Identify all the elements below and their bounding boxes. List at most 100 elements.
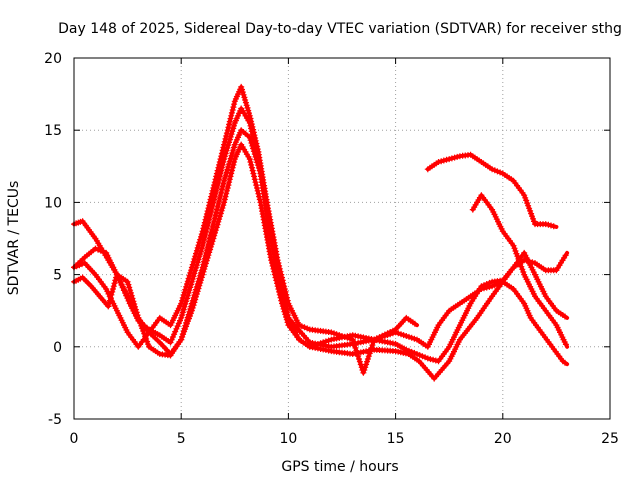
data-point-marker bbox=[226, 158, 233, 165]
data-point-marker bbox=[275, 260, 282, 266]
data-point-marker bbox=[328, 329, 335, 336]
data-point-marker bbox=[284, 297, 291, 304]
data-point-marker bbox=[362, 364, 369, 371]
data-point-marker bbox=[226, 176, 233, 183]
data-point-marker bbox=[219, 205, 226, 211]
data-point-marker bbox=[196, 239, 203, 246]
data-point-marker bbox=[213, 173, 220, 180]
data-point-marker bbox=[212, 212, 219, 219]
data-point-marker bbox=[197, 279, 204, 286]
data-point-marker bbox=[140, 328, 147, 334]
data-point-marker bbox=[203, 211, 210, 217]
data-point-marker bbox=[218, 186, 225, 193]
data-point-marker bbox=[187, 269, 194, 276]
data-point-marker bbox=[134, 312, 141, 319]
data-point-marker bbox=[218, 150, 225, 157]
data-point-marker bbox=[172, 328, 179, 335]
data-point-marker bbox=[251, 132, 258, 139]
data-point-marker bbox=[216, 198, 223, 204]
data-point-marker bbox=[256, 193, 263, 200]
data-point-marker bbox=[174, 323, 181, 330]
data-point-marker bbox=[227, 133, 234, 140]
data-point-marker bbox=[430, 356, 437, 363]
data-point-marker bbox=[201, 266, 208, 272]
data-point-marker bbox=[79, 261, 85, 268]
data-point-marker bbox=[254, 185, 260, 191]
data-point-marker bbox=[274, 283, 281, 290]
data-point-marker bbox=[252, 137, 259, 144]
data-point-marker bbox=[188, 264, 195, 271]
data-point-marker bbox=[193, 293, 199, 300]
data-point-marker bbox=[167, 339, 174, 346]
y-tick-label: 10 bbox=[44, 195, 62, 211]
data-point-marker bbox=[178, 314, 185, 321]
data-point-marker bbox=[279, 303, 286, 310]
data-point-marker bbox=[376, 334, 383, 341]
data-point-marker bbox=[481, 285, 487, 292]
data-point-marker bbox=[440, 157, 447, 164]
data-point-marker bbox=[250, 126, 257, 133]
data-point-marker bbox=[179, 297, 185, 304]
data-point-marker bbox=[224, 185, 231, 191]
series-track-6 bbox=[469, 192, 570, 349]
data-point-marker bbox=[215, 200, 222, 207]
data-point-marker bbox=[173, 325, 180, 332]
data-point-marker bbox=[198, 231, 205, 238]
data-point-marker bbox=[353, 347, 360, 354]
data-point-marker bbox=[274, 257, 281, 264]
data-point-marker bbox=[276, 265, 283, 272]
data-point-marker bbox=[403, 346, 410, 353]
data-point-marker bbox=[230, 161, 237, 168]
data-point-marker bbox=[272, 274, 279, 281]
data-point-marker bbox=[215, 164, 222, 171]
data-point-marker bbox=[395, 330, 402, 337]
chart-title: Day 148 of 2025, Sidereal Day-to-day VTE… bbox=[58, 21, 622, 37]
data-point-marker bbox=[204, 254, 211, 261]
data-point-marker bbox=[212, 176, 219, 183]
data-point-marker bbox=[131, 301, 138, 307]
data-point-marker bbox=[312, 342, 319, 348]
data-point-marker bbox=[130, 298, 137, 305]
data-point-marker bbox=[217, 210, 224, 217]
data-point-marker bbox=[221, 199, 228, 206]
data-point-marker bbox=[201, 219, 208, 226]
data-point-marker bbox=[190, 258, 197, 265]
data-point-marker bbox=[224, 166, 231, 173]
data-point-marker bbox=[124, 278, 131, 285]
data-point-marker bbox=[274, 280, 280, 287]
data-point-marker bbox=[187, 313, 193, 319]
data-point-marker bbox=[254, 187, 261, 194]
data-point-marker bbox=[194, 244, 201, 251]
data-point-marker bbox=[339, 333, 345, 339]
data-point-marker bbox=[279, 300, 285, 307]
data-point-marker bbox=[192, 253, 199, 260]
data-point-marker bbox=[427, 356, 434, 363]
data-point-marker bbox=[128, 292, 135, 299]
data-point-marker bbox=[100, 248, 107, 255]
data-point-marker bbox=[443, 156, 450, 163]
data-point-marker bbox=[199, 228, 206, 235]
data-point-marker bbox=[280, 280, 287, 287]
data-point-marker bbox=[298, 323, 305, 330]
data-point-marker bbox=[218, 189, 225, 196]
data-point-marker bbox=[414, 351, 420, 357]
data-point-marker bbox=[228, 170, 235, 177]
data-point-marker bbox=[207, 243, 214, 250]
data-point-marker bbox=[225, 163, 232, 170]
data-point-marker bbox=[220, 144, 227, 151]
series-track-3 bbox=[71, 141, 419, 359]
data-point-marker bbox=[249, 167, 256, 174]
data-point-marker bbox=[132, 306, 139, 313]
data-point-marker bbox=[110, 286, 116, 292]
data-point-marker bbox=[136, 317, 143, 324]
data-point-marker bbox=[229, 107, 236, 113]
data-point-marker bbox=[279, 277, 286, 284]
data-point-marker bbox=[392, 329, 399, 336]
y-tick-label: 15 bbox=[44, 123, 62, 139]
data-point-marker bbox=[365, 353, 372, 360]
data-point-marker bbox=[284, 294, 290, 301]
data-point-marker bbox=[250, 170, 257, 177]
data-point-marker bbox=[276, 288, 283, 295]
data-point-marker bbox=[247, 159, 254, 165]
data-point-marker bbox=[222, 172, 229, 179]
